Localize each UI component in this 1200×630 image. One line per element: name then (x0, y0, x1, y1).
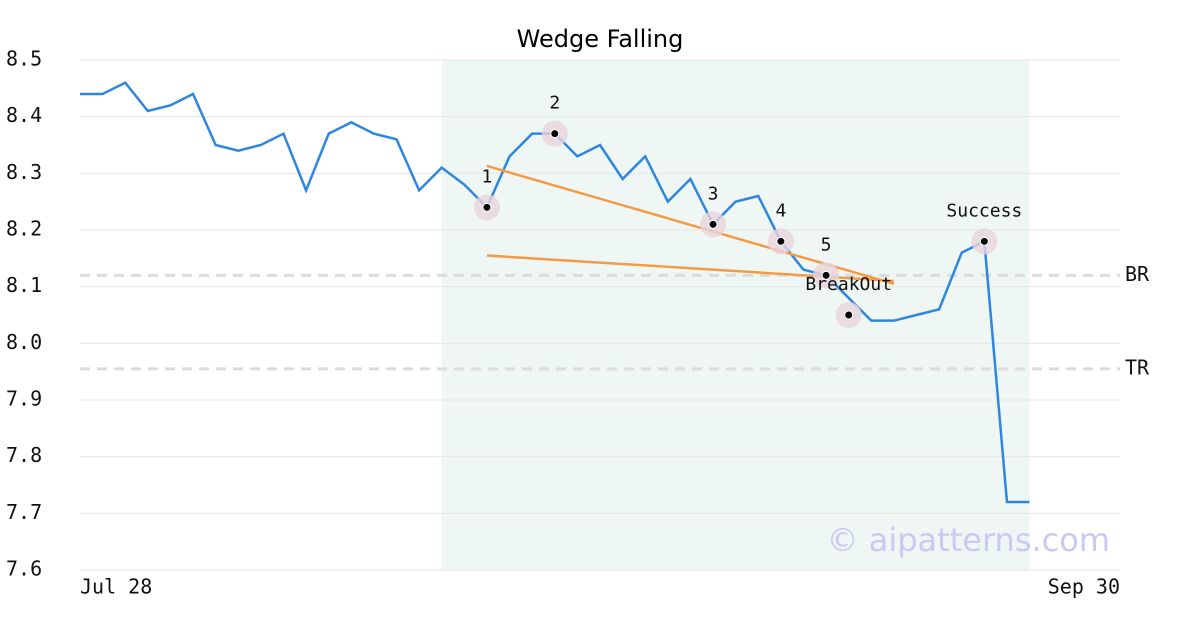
y-tick-label: 8.5 (6, 47, 42, 71)
annotation-dot (776, 236, 786, 246)
chart-title: Wedge Falling (517, 25, 684, 53)
annotation-label: Success (946, 200, 1022, 221)
x-tick-label: Jul 28 (80, 575, 152, 599)
annotation-dot (844, 310, 854, 320)
y-tick-label: 7.7 (6, 500, 42, 524)
annotation-dot (708, 219, 718, 229)
annotation-label: 1 (482, 166, 493, 187)
y-tick-label: 7.8 (6, 443, 42, 467)
level-label: TR (1125, 355, 1150, 379)
annotation-dot (482, 202, 492, 212)
annotation-dot (979, 236, 989, 246)
y-tick-label: 8.1 (6, 273, 42, 297)
annotation-label: 4 (775, 200, 786, 221)
annotation-label: BreakOut (805, 274, 892, 295)
annotation-dot (821, 270, 831, 280)
annotation-label: 3 (708, 183, 719, 204)
watermark: © aipatterns.com (827, 521, 1110, 559)
x-tick-label: Sep 30 (1048, 575, 1120, 599)
y-tick-label: 8.2 (6, 217, 42, 241)
annotation-label: 2 (549, 93, 560, 114)
y-tick-label: 8.4 (6, 103, 42, 127)
y-tick-label: 7.6 (6, 557, 42, 581)
y-tick-label: 8.3 (6, 160, 42, 184)
annotation-label: 5 (821, 234, 832, 255)
y-tick-label: 8.0 (6, 330, 42, 354)
level-label: BR (1125, 262, 1150, 286)
annotation-dot (550, 129, 560, 139)
highlight-region (441, 60, 1030, 570)
y-tick-label: 7.9 (6, 387, 42, 411)
